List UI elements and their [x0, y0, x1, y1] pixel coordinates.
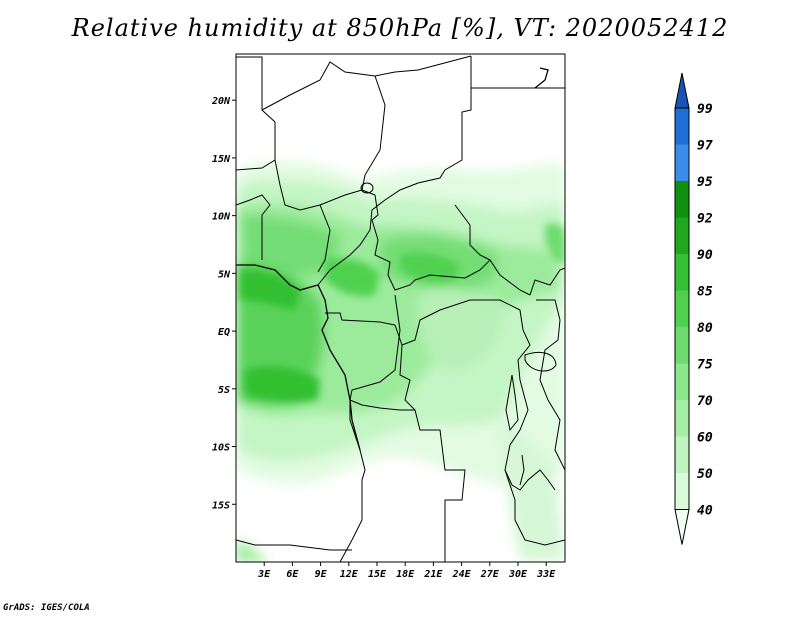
- colorbar-box: [675, 436, 689, 473]
- colorbar-label: 99: [697, 102, 713, 117]
- lon-tick-label: 6E: [286, 569, 299, 580]
- lon-tick-label: 33E: [536, 569, 556, 580]
- colorbar-label: 50: [697, 467, 713, 482]
- lon-tick-label: 24E: [452, 569, 472, 580]
- lon-tick-label: 18E: [396, 569, 415, 580]
- colorbar-box: [675, 290, 689, 327]
- colorbar-box: [675, 363, 689, 400]
- lon-tick-label: 12E: [340, 569, 359, 580]
- colorbar-box: [675, 108, 689, 145]
- country-borders: [236, 55, 565, 562]
- humidity-field: [236, 54, 565, 562]
- lakes: [360, 182, 557, 486]
- colorbar-label: 60: [697, 431, 713, 446]
- lon-tick-label: 21E: [423, 569, 443, 580]
- colorbar-box: [675, 181, 689, 218]
- colorbar-label: 95: [697, 175, 713, 190]
- latitude-axis: 20N 15N 10N 5N EQ 5S 10S 15S: [211, 96, 236, 511]
- lat-tick-label: 5S: [218, 385, 230, 396]
- grads-credit: GrADS: IGES/COLA: [3, 603, 90, 613]
- lon-tick-label: 27E: [480, 569, 500, 580]
- colorbar-box: [675, 327, 689, 364]
- colorbar-box: [675, 144, 689, 181]
- colorbar-lower-triangle: [674, 509, 690, 545]
- colorbar-label: 75: [697, 358, 713, 373]
- lon-tick-label: 9E: [315, 569, 328, 580]
- lat-tick-label: 20N: [211, 96, 231, 107]
- lat-tick-label: 15N: [212, 154, 231, 165]
- map-frame: [235, 53, 566, 563]
- colorbar-label: 80: [697, 321, 713, 336]
- lat-tick-label: 10N: [212, 212, 231, 223]
- colorbar-label: 70: [697, 394, 713, 409]
- lat-tick-label: 10S: [212, 443, 230, 454]
- colorbar-label: 90: [697, 248, 713, 263]
- lat-tick-label: 5N: [218, 269, 231, 280]
- lon-tick-label: 3E: [257, 569, 271, 580]
- lat-tick-label: 15S: [212, 500, 230, 511]
- colorbar-label: 40: [697, 504, 713, 519]
- colorbar-label: 97: [697, 139, 713, 154]
- colorbar-box: [675, 217, 689, 254]
- colorbar: 40 50 60 70 75 80 85 90 92 95 97 99: [674, 72, 713, 545]
- coastline: [236, 67, 549, 451]
- colorbar-label: 92: [697, 212, 713, 227]
- colorbar-box: [675, 400, 689, 437]
- lon-tick-label: 15E: [368, 569, 387, 580]
- longitude-axis: 3E 6E 9E 12E 15E 18E 21E 24E 27E 30E 33E: [257, 562, 556, 580]
- colorbar-upper-triangle: [674, 72, 690, 109]
- colorbar-box: [675, 473, 689, 510]
- lon-tick-label: 30E: [508, 569, 528, 580]
- colorbar-label: 85: [697, 285, 713, 300]
- map-title: Relative humidity at 850hPa [%], VT: 202…: [71, 14, 729, 42]
- colorbar-box: [675, 254, 689, 291]
- lat-tick-label: EQ: [218, 327, 230, 338]
